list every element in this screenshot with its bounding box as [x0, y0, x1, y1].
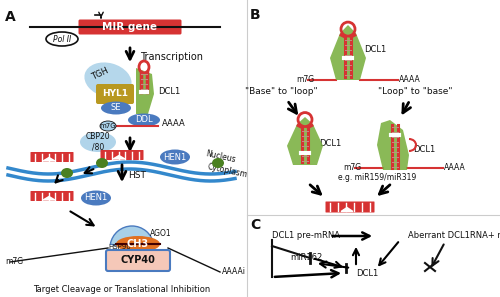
- Wedge shape: [110, 226, 154, 248]
- FancyBboxPatch shape: [326, 201, 374, 212]
- Ellipse shape: [84, 62, 132, 97]
- Text: HST: HST: [128, 170, 146, 179]
- Text: e.g. miR159/miR319: e.g. miR159/miR319: [338, 173, 416, 181]
- FancyBboxPatch shape: [30, 152, 74, 162]
- Text: "Loop" to "base": "Loop" to "base": [378, 88, 452, 97]
- Text: HYL1: HYL1: [102, 89, 128, 99]
- Text: Target Cleavage or Translational Inhibition: Target Cleavage or Translational Inhibit…: [34, 285, 210, 295]
- Text: AGO1: AGO1: [150, 228, 172, 238]
- Text: m7G: m7G: [5, 257, 23, 266]
- Text: Transcription: Transcription: [140, 52, 203, 62]
- Ellipse shape: [100, 121, 116, 131]
- Text: C: C: [250, 218, 260, 232]
- Ellipse shape: [61, 168, 73, 178]
- Ellipse shape: [212, 158, 224, 168]
- Text: AAAA: AAAA: [444, 164, 466, 173]
- Text: Aberrant DCL1RNA+ miR838: Aberrant DCL1RNA+ miR838: [408, 231, 500, 241]
- Text: Pol II: Pol II: [53, 34, 71, 43]
- Text: HEN1: HEN1: [164, 152, 186, 162]
- FancyBboxPatch shape: [106, 250, 170, 271]
- Text: m7G: m7G: [296, 75, 314, 85]
- Text: DCL1: DCL1: [158, 88, 180, 97]
- Text: DDL: DDL: [135, 116, 153, 124]
- Polygon shape: [287, 117, 323, 165]
- FancyBboxPatch shape: [100, 150, 144, 160]
- Ellipse shape: [101, 102, 131, 115]
- Text: DCL1: DCL1: [356, 268, 378, 277]
- Polygon shape: [43, 197, 55, 200]
- Ellipse shape: [80, 132, 116, 152]
- Text: DCL1: DCL1: [413, 146, 435, 154]
- Text: m7G: m7G: [100, 123, 116, 129]
- Ellipse shape: [116, 236, 160, 252]
- Text: CYP40: CYP40: [120, 255, 156, 265]
- Text: DCL1: DCL1: [364, 45, 386, 55]
- Ellipse shape: [81, 190, 111, 206]
- Ellipse shape: [128, 113, 160, 127]
- Text: DCL1: DCL1: [319, 138, 341, 148]
- Text: m7G: m7G: [343, 164, 361, 173]
- Polygon shape: [330, 25, 366, 80]
- Text: Cytoplasm: Cytoplasm: [207, 162, 248, 180]
- Polygon shape: [341, 208, 353, 211]
- Text: A: A: [5, 10, 16, 24]
- Text: MIR gene: MIR gene: [102, 22, 158, 32]
- Text: HSP90: HSP90: [108, 244, 132, 250]
- Ellipse shape: [46, 32, 78, 46]
- Text: AAAAi: AAAAi: [222, 268, 246, 277]
- Text: HEN1: HEN1: [84, 194, 108, 203]
- Text: DCL1 pre-mRNA: DCL1 pre-mRNA: [272, 231, 340, 241]
- Polygon shape: [377, 120, 409, 170]
- Text: TGH: TGH: [90, 66, 110, 82]
- Text: "Base" to "loop": "Base" to "loop": [244, 88, 318, 97]
- Text: miR162: miR162: [290, 254, 322, 263]
- Polygon shape: [136, 68, 154, 114]
- Text: Nucleus: Nucleus: [205, 149, 236, 165]
- Polygon shape: [43, 157, 55, 161]
- Polygon shape: [113, 156, 125, 159]
- Text: AAAA: AAAA: [162, 119, 186, 129]
- FancyBboxPatch shape: [30, 191, 74, 201]
- Text: CBP20
/80: CBP20 /80: [86, 132, 110, 152]
- FancyBboxPatch shape: [78, 20, 182, 34]
- Text: B: B: [250, 8, 260, 22]
- Text: AAAA: AAAA: [399, 75, 421, 85]
- Ellipse shape: [160, 149, 190, 165]
- Text: CH3: CH3: [127, 239, 149, 249]
- FancyBboxPatch shape: [96, 84, 134, 104]
- Ellipse shape: [96, 158, 108, 168]
- Text: SE: SE: [111, 103, 121, 113]
